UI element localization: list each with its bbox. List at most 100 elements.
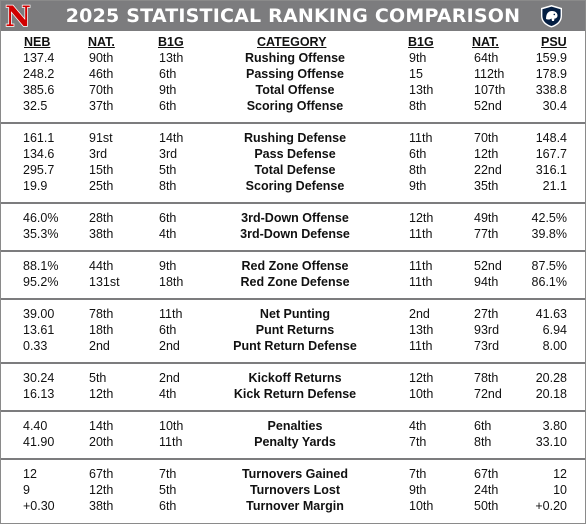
psu-national-rank: 64th <box>474 51 499 65</box>
category-label: Red Zone Defense <box>240 275 350 289</box>
psu-b1g-rank: 13th <box>409 83 434 97</box>
neb-national-rank: 38th <box>89 499 114 513</box>
psu-b1g-rank: 7th <box>409 467 427 481</box>
neb-national-rank: 20th <box>89 435 114 449</box>
psu-b1g-rank: 15 <box>409 67 423 81</box>
neb-b1g-rank: 11th <box>159 435 183 449</box>
neb-national-rank: 46th <box>89 67 114 81</box>
category-label: Red Zone Offense <box>241 259 349 273</box>
neb-value: 88.1% <box>23 259 59 273</box>
neb-national-rank: 12th <box>89 483 114 497</box>
neb-b1g-rank: 4th <box>159 227 177 241</box>
neb-national-rank: 25th <box>89 179 114 193</box>
col-category: CATEGORY <box>257 35 327 49</box>
neb-value: 295.7 <box>23 163 55 177</box>
neb-national-rank: 5th <box>89 371 107 385</box>
psu-b1g-rank: 8th <box>409 99 427 113</box>
psu-national-rank: 73rd <box>474 339 500 353</box>
neb-value: 4.40 <box>23 419 48 433</box>
col-psu-b1g: B1G <box>408 35 434 49</box>
psu-b1g-rank: 10th <box>409 499 434 513</box>
neb-value: 248.2 <box>23 67 55 81</box>
psu-value: 338.8 <box>535 83 567 97</box>
neb-value: 137.4 <box>23 51 55 65</box>
group-divider <box>1 362 585 364</box>
neb-value: 46.0% <box>23 211 59 225</box>
psu-b1g-rank: 9th <box>409 51 427 65</box>
neb-national-rank: 37th <box>89 99 114 113</box>
neb-value: 19.9 <box>23 179 48 193</box>
category-label: Pass Defense <box>254 147 336 161</box>
psu-b1g-rank: 9th <box>409 179 427 193</box>
neb-national-rank: 28th <box>89 211 114 225</box>
neb-value: 9 <box>23 483 30 497</box>
psu-value: 167.7 <box>535 147 567 161</box>
psu-national-rank: 35th <box>474 179 499 193</box>
psu-value: 21.1 <box>542 179 567 193</box>
col-neb-nat: NAT. <box>88 35 115 49</box>
psu-national-rank: 107th <box>474 83 506 97</box>
psu-value: 20.18 <box>535 387 567 401</box>
psu-b1g-rank: 11th <box>409 131 433 145</box>
category-label: Net Punting <box>259 307 331 321</box>
psu-national-rank: 94th <box>474 275 499 289</box>
neb-b1g-rank: 6th <box>159 323 177 337</box>
neb-national-rank: 38th <box>89 227 114 241</box>
psu-national-rank: 52nd <box>474 99 502 113</box>
neb-value: 30.24 <box>23 371 55 385</box>
neb-national-rank: 131st <box>89 275 120 289</box>
group-divider <box>1 458 585 460</box>
neb-b1g-rank: 7th <box>159 467 177 481</box>
neb-value: 41.90 <box>23 435 55 449</box>
category-label: 3rd-Down Defense <box>240 227 350 241</box>
psu-value: 8.00 <box>542 339 567 353</box>
neb-national-rank: 70th <box>89 83 114 97</box>
psu-b1g-rank: 12th <box>409 211 434 225</box>
neb-b1g-rank: 6th <box>159 99 177 113</box>
psu-value: 86.1% <box>531 275 567 289</box>
category-label: Kick Return Defense <box>233 387 357 401</box>
category-label: Punt Return Defense <box>233 339 357 353</box>
group-divider <box>1 122 585 124</box>
psu-value: 6.94 <box>542 323 567 337</box>
neb-b1g-rank: 6th <box>159 67 177 81</box>
category-label: Kickoff Returns <box>248 371 342 385</box>
psu-value: 33.10 <box>535 435 567 449</box>
title-bar: N 2025 STATISTICAL RANKING COMPARISON <box>1 1 585 31</box>
psu-value: 42.5% <box>531 211 567 225</box>
neb-b1g-rank: 3rd <box>159 147 178 161</box>
psu-b1g-rank: 9th <box>409 483 427 497</box>
psu-b1g-rank: 8th <box>409 163 427 177</box>
neb-b1g-rank: 6th <box>159 211 177 225</box>
neb-national-rank: 91st <box>89 131 113 145</box>
neb-b1g-rank: 6th <box>159 499 177 513</box>
category-label: Penalty Yards <box>254 435 336 449</box>
neb-value: 32.5 <box>23 99 48 113</box>
category-label: Rushing Defense <box>243 131 347 145</box>
neb-national-rank: 78th <box>89 307 114 321</box>
neb-value: 13.61 <box>23 323 55 337</box>
neb-b1g-rank: 13th <box>159 51 184 65</box>
category-label: Penalties <box>267 419 323 433</box>
psu-national-rank: 8th <box>474 435 492 449</box>
neb-b1g-rank: 4th <box>159 387 177 401</box>
psu-national-rank: 27th <box>474 307 499 321</box>
psu-national-rank: 6th <box>474 419 492 433</box>
neb-b1g-rank: 14th <box>159 131 184 145</box>
psu-national-rank: 12th <box>474 147 499 161</box>
neb-national-rank: 15th <box>89 163 114 177</box>
category-label: Passing Offense <box>246 67 344 81</box>
col-psu-nat: NAT. <box>472 35 499 49</box>
psu-value: 3.80 <box>542 419 567 433</box>
psu-national-rank: 49th <box>474 211 499 225</box>
psu-value: 20.28 <box>535 371 567 385</box>
penn-state-logo <box>541 5 562 28</box>
group-divider <box>1 410 585 412</box>
psu-value: 39.8% <box>531 227 567 241</box>
psu-value: 12 <box>553 467 567 481</box>
psu-b1g-rank: 12th <box>409 371 434 385</box>
category-label: Turnover Margin <box>246 499 344 513</box>
category-label: Punt Returns <box>255 323 335 337</box>
psu-b1g-rank: 11th <box>409 259 433 273</box>
